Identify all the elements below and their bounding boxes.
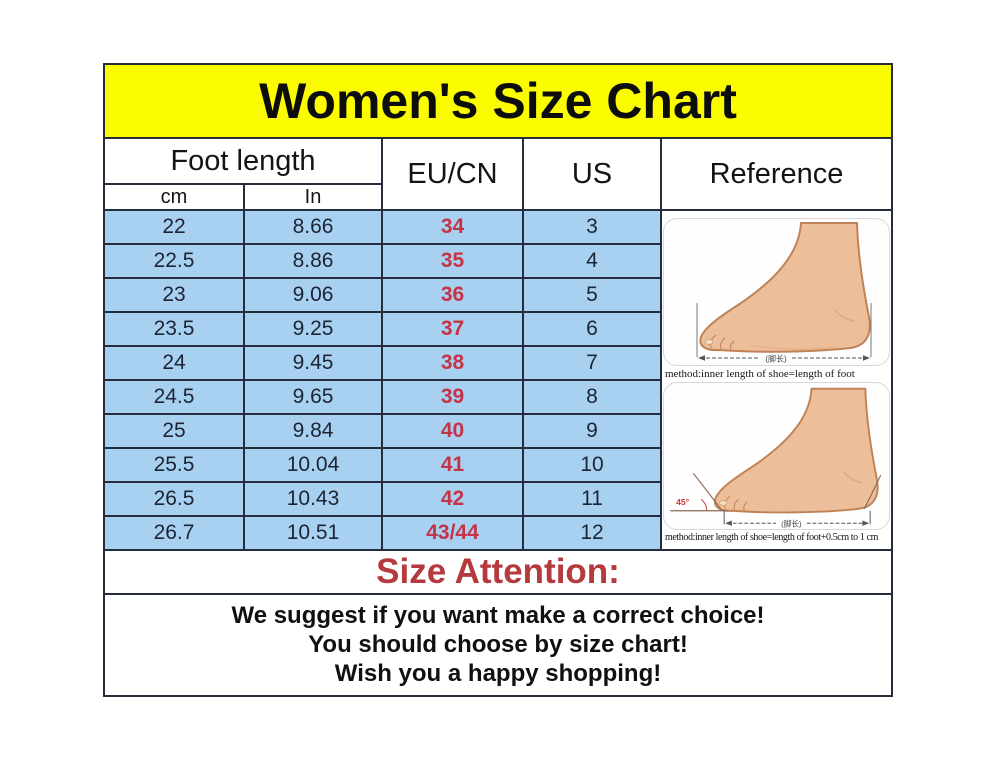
reference-caption-2: method:inner length of shoe=length of fo… — [665, 531, 879, 543]
subheader-cm: cm — [105, 185, 243, 209]
cell-eu: 43/44 — [383, 517, 522, 549]
foot-measure-illustration-1: (脚长) — [663, 218, 890, 366]
page-title: Women's Size Chart — [105, 65, 891, 137]
cell-us: 10 — [524, 449, 660, 481]
cell-us: 3 — [524, 211, 660, 243]
cell-eu: 35 — [383, 245, 522, 277]
cell-us: 7 — [524, 347, 660, 379]
cell-eu: 34 — [383, 211, 522, 243]
cell-eu: 38 — [383, 347, 522, 379]
cell-cm: 23.5 — [105, 313, 243, 345]
cell-in: 9.65 — [245, 381, 381, 413]
cell-in: 10.04 — [245, 449, 381, 481]
cell-eu: 36 — [383, 279, 522, 311]
cell-cm: 22 — [105, 211, 243, 243]
cell-cm: 24 — [105, 347, 243, 379]
subheader-in: In — [245, 185, 381, 209]
cell-cm: 26.7 — [105, 517, 243, 549]
note-line-1: We suggest if you want make a correct ch… — [231, 601, 765, 629]
angle-45-label: 45° — [676, 497, 690, 507]
cell-eu: 42 — [383, 483, 522, 515]
cell-eu: 39 — [383, 381, 522, 413]
cell-in: 9.45 — [245, 347, 381, 379]
reference-illustrations: (脚长) method:inner length of shoe=length … — [662, 211, 891, 549]
cell-cm: 25.5 — [105, 449, 243, 481]
cell-in: 9.84 — [245, 415, 381, 447]
size-chart-table: Women's Size Chart Foot length EU/CN US … — [103, 63, 893, 697]
cell-us: 8 — [524, 381, 660, 413]
note-line-2: You should choose by size chart! — [308, 630, 688, 658]
foot-measure-illustration-2: 45° (脚长) — [663, 382, 890, 530]
cell-us: 5 — [524, 279, 660, 311]
reference-caption-1: method:inner length of shoe=length of fo… — [665, 368, 855, 380]
cell-us: 12 — [524, 517, 660, 549]
cell-in: 8.86 — [245, 245, 381, 277]
foot-side-view-icon: (脚长) — [696, 222, 872, 364]
length-arrow: (脚长) — [698, 354, 870, 364]
cell-in: 9.06 — [245, 279, 381, 311]
cell-cm: 26.5 — [105, 483, 243, 515]
shopping-note: We suggest if you want make a correct ch… — [105, 595, 891, 695]
column-header-foot-length: Foot length — [105, 139, 381, 183]
note-line-3: Wish you a happy shopping! — [334, 660, 662, 688]
cell-in: 10.43 — [245, 483, 381, 515]
cell-us: 4 — [524, 245, 660, 277]
cell-eu: 37 — [383, 313, 522, 345]
cell-cm: 23 — [105, 279, 243, 311]
foot-length-label: (脚长) — [781, 519, 802, 529]
column-header-reference: Reference — [662, 139, 891, 209]
column-header-eu-cn: EU/CN — [383, 139, 522, 209]
cell-cm: 24.5 — [105, 381, 243, 413]
cell-cm: 25 — [105, 415, 243, 447]
cell-eu: 41 — [383, 449, 522, 481]
cell-us: 9 — [524, 415, 660, 447]
column-header-us: US — [524, 139, 660, 209]
size-attention-heading: Size Attention: — [105, 551, 891, 593]
cell-eu: 40 — [383, 415, 522, 447]
cell-in: 8.66 — [245, 211, 381, 243]
cell-us: 6 — [524, 313, 660, 345]
length-arrow: (脚长) — [723, 510, 871, 529]
cell-us: 11 — [524, 483, 660, 515]
cell-in: 10.51 — [245, 517, 381, 549]
cell-in: 9.25 — [245, 313, 381, 345]
foot-angle-view-icon: 45° (脚长) — [670, 387, 882, 529]
foot-length-label: (脚长) — [765, 354, 787, 364]
cell-cm: 22.5 — [105, 245, 243, 277]
